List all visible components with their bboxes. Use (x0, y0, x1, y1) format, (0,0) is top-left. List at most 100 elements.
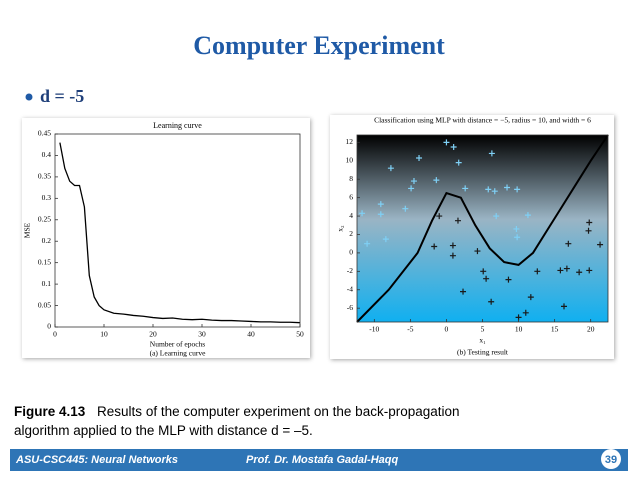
data-point (504, 184, 511, 191)
x-tick-label: 10 (100, 330, 108, 339)
figure-caption: Figure 4.13 Results of the computer expe… (14, 404, 460, 438)
x-tick-label: 20 (149, 330, 157, 339)
data-point (387, 165, 394, 172)
data-point (480, 268, 487, 275)
plot-background (357, 135, 608, 322)
data-point (431, 243, 438, 250)
y-tick-label: 0.45 (38, 129, 51, 138)
data-point (522, 309, 529, 316)
x-tick-label: -5 (407, 325, 413, 334)
page-badge (601, 449, 621, 469)
y-tick-label: -2 (347, 266, 353, 275)
y-tick-label: 4 (349, 211, 353, 220)
data-point (514, 234, 521, 241)
data-point (449, 242, 456, 249)
y-tick-label: 0 (47, 322, 51, 331)
caption-text: Results of the computer experiment on th… (14, 404, 460, 438)
y-tick-label: 0.25 (38, 214, 51, 223)
data-point (443, 139, 450, 146)
data-point (488, 150, 495, 157)
data-point (561, 303, 568, 310)
footer-bar (10, 449, 628, 471)
y-tick-label: 0.4 (42, 150, 52, 159)
footer-author: Prof. Dr. Mostafa Gadal-Haqq (246, 454, 398, 466)
data-point (382, 236, 389, 243)
decision-boundary (356, 134, 609, 323)
data-point (377, 201, 384, 208)
x-tick-label: 50 (296, 330, 304, 339)
data-point (454, 217, 461, 224)
x-tick-label: 30 (198, 330, 206, 339)
data-point (493, 213, 500, 220)
footer-course: ASU-CSC445: Neural Networks (15, 454, 178, 466)
y-tick-label: 0.3 (42, 193, 52, 202)
data-point (514, 186, 521, 193)
x-tick-label: 0 (445, 325, 449, 334)
data-point (563, 265, 570, 272)
x-tick-label: -10 (369, 325, 379, 334)
data-point (527, 294, 534, 301)
data-point (485, 186, 492, 193)
x-tick-label: 40 (247, 330, 255, 339)
y-axis-label: x₂ (336, 225, 345, 232)
y-axis-label: MSE (23, 222, 32, 238)
data-point (416, 155, 423, 162)
data-point (586, 219, 593, 226)
data-point (359, 210, 366, 217)
data-point (557, 267, 564, 274)
x-tick-label: 15 (551, 325, 559, 334)
data-point (585, 227, 592, 234)
data-point (586, 267, 593, 274)
y-tick-label: 6 (349, 192, 353, 201)
y-tick-label: -6 (347, 303, 353, 312)
data-point (449, 252, 456, 259)
data-point (433, 177, 440, 184)
y-tick-label: 8 (349, 174, 353, 183)
bullet-text: d = -5 (40, 86, 84, 106)
caption-label: Figure 4.13 (14, 404, 86, 419)
data-point (488, 298, 495, 305)
chart-title: Learning curve (153, 121, 202, 130)
data-point (436, 213, 443, 220)
data-point (513, 225, 520, 232)
data-point (377, 211, 384, 218)
data-point (474, 248, 481, 255)
y-tick-label: 10 (346, 156, 354, 165)
slide-title: Computer Experiment (193, 31, 445, 60)
data-point (524, 212, 531, 219)
plot-frame (54, 133, 301, 328)
data-point (565, 240, 572, 247)
data-point (505, 276, 512, 283)
page-number: 39 (605, 454, 617, 466)
chart-caption: (a) Learning curve (150, 349, 206, 358)
x-tick-label: 10 (515, 325, 523, 334)
caption-line: algorithm applied to the MLP with distan… (14, 423, 313, 438)
y-tick-label: 12 (346, 137, 354, 146)
chart-title: Classification using MLP with distance =… (374, 116, 591, 125)
y-tick-label: 0.35 (38, 172, 51, 181)
x-axis-label: Number of epochs (150, 340, 205, 349)
y-tick-label: 0.05 (38, 300, 51, 309)
learning-curve (59, 142, 301, 324)
bullet-dot (25, 93, 33, 101)
data-point (597, 241, 604, 248)
data-point (576, 269, 583, 276)
data-point (410, 178, 417, 185)
y-tick-label: -4 (347, 284, 353, 293)
y-tick-label: 0.1 (42, 279, 52, 288)
caption-line: Results of the computer experiment on th… (97, 404, 459, 419)
x-tick-label: 0 (53, 330, 57, 339)
chart-caption: (b) Testing result (457, 348, 509, 357)
x-axis-label: x₁ (479, 336, 486, 345)
data-point (364, 240, 371, 247)
y-tick-label: 0 (349, 248, 353, 257)
data-point (491, 188, 498, 195)
data-point (408, 185, 415, 192)
y-tick-label: 0.15 (38, 257, 51, 266)
data-point (483, 275, 490, 282)
data-point (460, 288, 467, 295)
y-tick-label: 0.2 (42, 236, 52, 245)
data-point (462, 185, 469, 192)
